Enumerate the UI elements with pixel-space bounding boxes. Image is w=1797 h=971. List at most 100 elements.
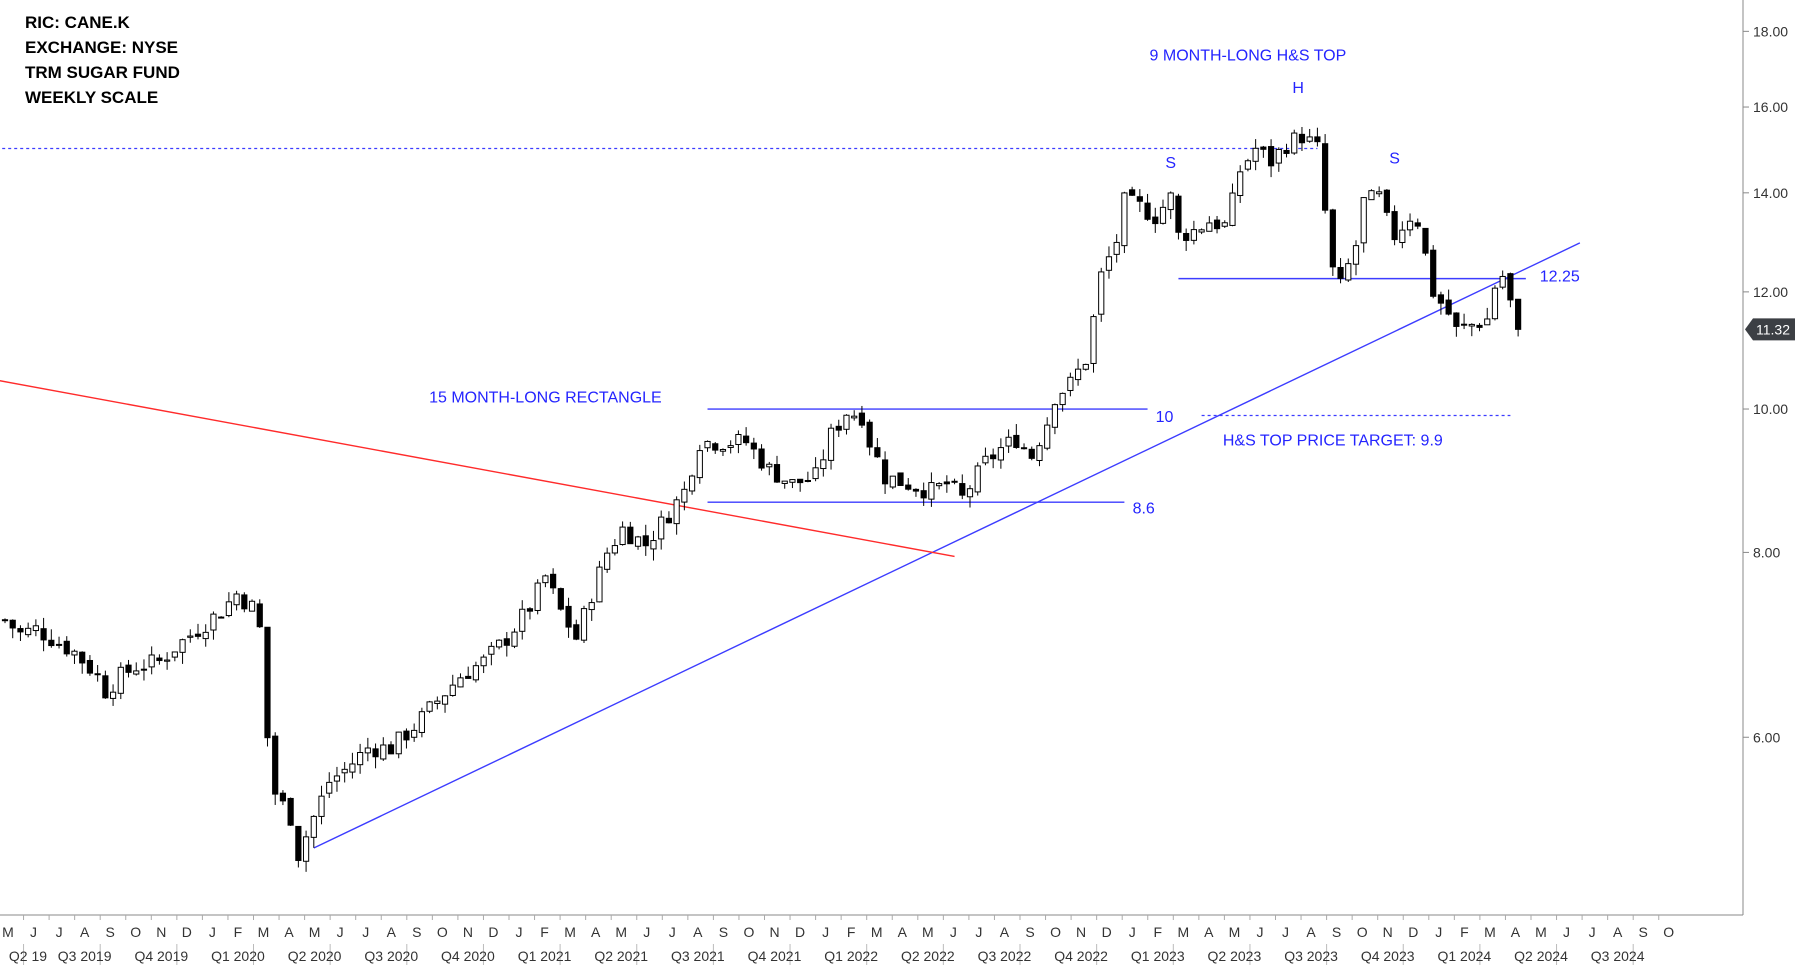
candle: [712, 442, 719, 454]
month-label: M: [615, 924, 627, 940]
candle: [959, 474, 966, 500]
candle: [773, 455, 781, 483]
month-label: D: [1408, 924, 1418, 940]
candle: [187, 629, 194, 643]
candle: [25, 622, 32, 638]
quarter-label: Q3 2020: [364, 948, 418, 964]
target-annotation: H&S TOP PRICE TARGET: 9.9: [1223, 432, 1443, 449]
month-label: J: [975, 924, 982, 940]
candle: [472, 661, 480, 683]
candle: [279, 790, 287, 806]
candle: [434, 696, 441, 710]
candle: [982, 447, 989, 466]
candle: [526, 607, 534, 620]
candle: [449, 674, 456, 697]
candle: [1, 618, 9, 624]
candle: [32, 619, 39, 637]
month-label: S: [1332, 924, 1341, 940]
candle: [349, 752, 356, 779]
candle: [781, 480, 788, 489]
candle: [1437, 291, 1445, 315]
month-label: M: [258, 924, 270, 940]
rect-lower-value: 8.6: [1133, 500, 1155, 517]
candle: [1098, 267, 1105, 322]
candle: [1221, 220, 1228, 228]
candle: [1445, 289, 1452, 316]
candle: [109, 684, 117, 706]
candle: [534, 579, 541, 615]
candle: [1507, 272, 1514, 308]
candle: [140, 659, 148, 681]
candle: [1121, 191, 1128, 254]
quarter-label: Q4 2019: [134, 948, 188, 964]
candle: [1190, 220, 1197, 245]
candle: [1005, 429, 1012, 453]
head-label: H: [1292, 80, 1304, 97]
month-label: A: [591, 924, 601, 940]
candle: [1376, 186, 1383, 198]
month-label: J: [1256, 924, 1263, 940]
month-label: A: [1204, 924, 1214, 940]
left-shoulder-label: S: [1165, 155, 1176, 172]
quarter-label: Q1 2024: [1437, 948, 1491, 964]
quarter-label: Q2 2020: [288, 948, 342, 964]
candle: [1206, 216, 1213, 232]
candle: [588, 598, 595, 621]
quarter-label: Q2 2023: [1208, 948, 1262, 964]
month-label: J: [669, 924, 676, 940]
candle: [233, 590, 240, 611]
month-label: S: [1025, 924, 1034, 940]
candle: [1275, 147, 1282, 172]
candle: [202, 624, 209, 647]
candle: [1090, 314, 1097, 373]
candle: [1159, 199, 1167, 225]
month-label: N: [1076, 924, 1086, 940]
candle: [1028, 446, 1035, 461]
quarter-label: Q3 2019: [58, 948, 112, 964]
month-label: J: [1435, 924, 1442, 940]
candle: [117, 662, 124, 700]
candle: [658, 510, 665, 550]
candle: [936, 482, 943, 490]
candle: [704, 440, 711, 452]
candle: [164, 652, 171, 670]
candle: [881, 451, 889, 494]
candle: [426, 700, 433, 714]
candle: [318, 785, 325, 825]
quarter-label: Q4 2021: [748, 948, 802, 964]
last-price-label: 11.32: [1756, 321, 1790, 337]
quarter-label: Q3 2022: [978, 948, 1032, 964]
candle: [9, 619, 16, 639]
instrument-info: RIC: CANE.K EXCHANGE: NYSE TRM SUGAR FUN…: [25, 10, 180, 110]
plot-area: [0, 0, 1744, 916]
month-label: J: [643, 924, 650, 940]
candle: [1067, 372, 1074, 397]
month-label: M: [1535, 924, 1547, 940]
candle: [357, 743, 364, 774]
month-label: O: [1050, 924, 1061, 940]
month-label: J: [516, 924, 523, 940]
candle: [380, 737, 387, 761]
month-label: A: [284, 924, 294, 940]
candle: [650, 530, 657, 561]
candle: [1329, 208, 1336, 276]
quarter-label: Q2 19: [9, 948, 47, 964]
month-label: M: [564, 924, 576, 940]
candle: [1113, 234, 1120, 263]
candle: [1105, 246, 1113, 279]
candle: [272, 732, 279, 805]
candle: [295, 825, 302, 868]
candle: [827, 423, 835, 470]
candle: [696, 444, 703, 484]
rect-upper-value: 10: [1156, 409, 1174, 426]
candle: [1399, 221, 1406, 249]
candle: [634, 535, 642, 550]
candle: [503, 631, 510, 657]
candle: [990, 448, 997, 469]
month-label: S: [1639, 924, 1648, 940]
candle: [1360, 197, 1367, 253]
info-exchange: EXCHANGE: NYSE: [25, 38, 179, 57]
candle: [557, 587, 564, 611]
candle: [789, 479, 796, 489]
